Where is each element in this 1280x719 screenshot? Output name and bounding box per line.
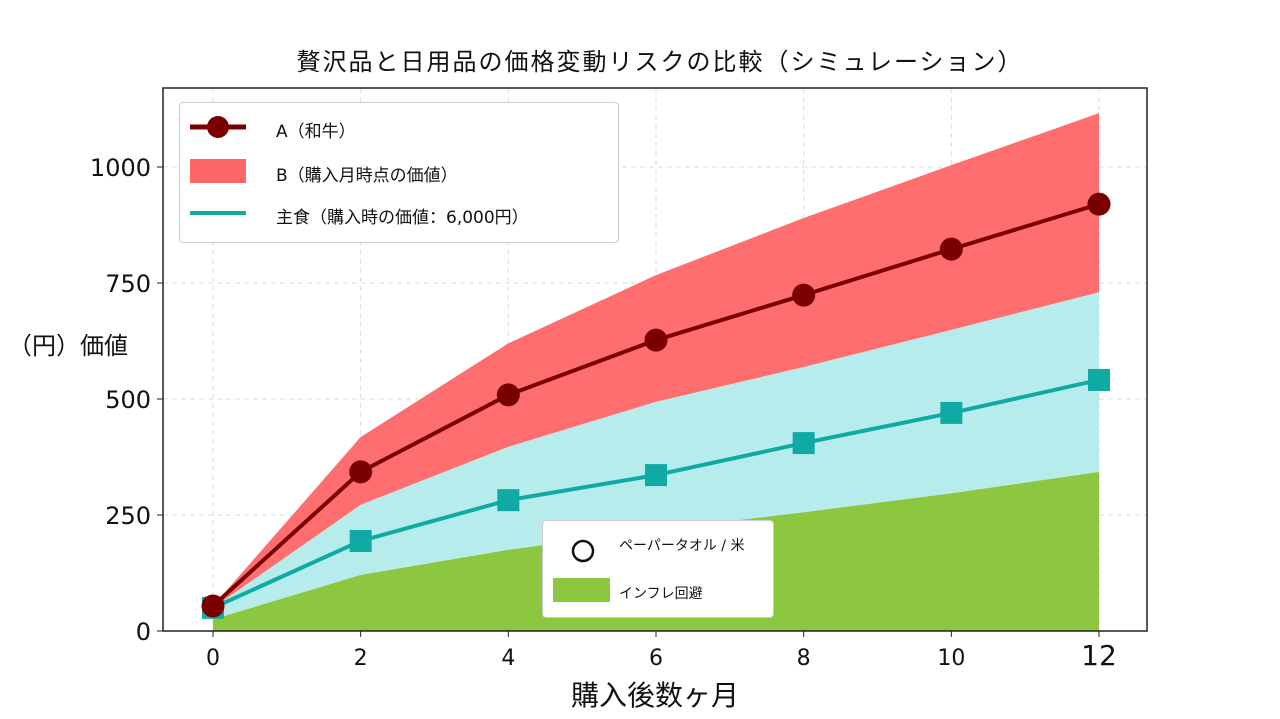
x-tick-label: 8 [797,646,811,671]
marker-a [792,283,816,307]
y-tick-label: 750 [105,270,151,298]
marker-a [201,594,225,618]
legend-line-staple [190,211,246,215]
x-tick-label: 12 [1081,639,1117,672]
y-tick-label: 500 [105,386,151,414]
marker-a [1087,192,1111,216]
legend-marker-a [190,116,246,138]
chart-title: 贅沢品と日用品の価格変動リスクの比較（シミュレーション） [296,48,1024,76]
x-tick-label: 10 [937,646,965,671]
circle-marker-icon [571,539,595,563]
band-cyan [213,292,1099,620]
marker-staple [349,529,372,552]
x-tick-label: 6 [649,646,663,671]
legend-label-inflation: インフレ回避 [619,586,703,602]
marker-a [644,328,668,352]
legend-label-b: B（購入月時点の価値） [276,166,458,186]
x-axis-label: 購入後数ヶ月 [570,679,739,712]
y-tick-label: 1000 [90,154,151,182]
marker-staple [940,401,963,424]
legend-swatch-b [190,159,246,183]
marker-a [349,460,373,484]
x-tick-label: 4 [501,646,515,671]
marker-a [939,237,963,261]
marker-a [496,383,520,407]
legend-label-staple: 主食（購入時の価値：6,000円） [276,208,529,228]
plot-frame [162,87,1148,632]
x-tick-label: 2 [354,646,368,671]
legend-label-paper-towel: ペーパータオル / 米 [619,538,745,554]
marker-staple [645,464,667,487]
band-b [213,113,1099,608]
marker-staple [497,489,520,512]
x-tick-label: 0 [206,646,220,671]
marker-staple [1088,368,1110,391]
legend-main: A（和牛） B（購入月時点の価値） 主食（購入時の価値：6,000円） [179,102,619,243]
marker-staple [792,432,815,455]
y-axis-label: （円）価値 [8,332,128,360]
legend-secondary: ペーパータオル / 米 インフレ回避 [542,520,774,618]
legend-label-a: A（和牛） [276,122,356,142]
y-tick-label: 250 [105,502,151,530]
y-tick-label: 0 [136,618,151,646]
legend-swatch-inflation [553,578,610,602]
